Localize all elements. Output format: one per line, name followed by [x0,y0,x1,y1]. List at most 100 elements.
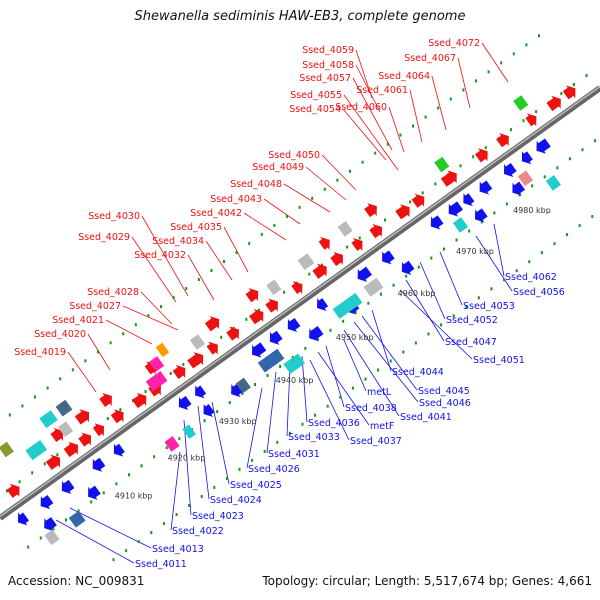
tick-mark [386,142,389,146]
gene-block [145,371,168,392]
gene-block [39,410,58,429]
tick-mark [442,247,445,251]
tick-mark [487,70,490,74]
leader-line [317,351,370,426]
tick-mark [480,220,483,224]
gene-label-bottom: Ssed_4051 [473,355,525,366]
tick-mark [5,489,8,493]
gene-block [266,279,282,296]
forward-gene-arrow [395,204,410,220]
gene-label-top: Ssed_4034 [152,236,204,247]
tick-mark [46,386,49,390]
tick-mark [594,139,597,143]
kbp-label: 4920 kbp [168,454,206,463]
forward-gene-arrow [206,341,218,355]
topology-text: Topology: circular; Length: 5,517,674 bp… [262,574,592,588]
gene-block [155,342,170,358]
gene-block [68,510,86,528]
tick-mark [283,290,286,294]
gene-block [434,156,450,173]
tick-mark [383,218,386,222]
gene-label-bottom: Ssed_4052 [446,315,498,326]
gene-label-bottom: Ssed_4056 [513,287,565,298]
tick-mark [336,178,339,182]
forward-gene-arrow [411,193,425,208]
gene-labels: Ssed_4072 Ssed_4067 Ssed_4064 Ssed_4061 Ssed… [14,38,565,570]
tick-mark [367,301,370,305]
tick-mark [578,224,581,228]
tick-mark [522,119,525,123]
tick-mark [56,453,59,457]
tick-mark [308,272,311,276]
gene-label-top: Ssed_4021 [52,315,104,326]
gene-label-top: Ssed_4054 [289,104,341,115]
forward-gene-arrow [546,95,561,112]
reverse-gene-arrow [401,260,415,275]
forward-gene-arrow [351,237,363,251]
tick-mark [560,92,563,96]
tick-mark [537,34,540,38]
kbp-label: 4930 kbp [219,417,257,426]
tick-mark [323,187,326,191]
forward-gene-arrow [99,392,112,408]
gene-label-top: Ssed_4059 [302,45,354,56]
gene-label-bottom: Ssed_4024 [210,495,262,506]
tick-mark [434,182,437,186]
gene-label-top: Ssed_4030 [88,211,140,222]
tick-mark [241,392,244,396]
gene-block [57,421,74,437]
tick-mark [490,287,493,291]
gene-label-top: Ssed_4020 [34,329,86,340]
gene-label-top: Ssed_4064 [378,71,430,82]
tick-mark [150,531,153,535]
tick-mark [8,413,11,417]
reverse-gene-arrow [269,330,283,345]
tick-mark [409,200,412,204]
tick-mark [509,128,512,132]
reverse-gene-arrow [44,517,57,532]
tick-mark [84,359,87,363]
reverse-gene-arrow [448,201,463,217]
gene-block [517,170,534,187]
tick-mark [474,79,477,83]
tick-mark [462,88,465,92]
tick-mark [97,350,100,354]
gene-label-bottom: Ssed_4045 [418,386,470,397]
tick-mark [572,83,575,87]
leader-line [131,236,177,303]
leader-line [246,387,263,469]
leader-line [352,77,393,151]
leader-line [205,240,233,281]
tick-mark [411,124,414,128]
leader-line [355,64,381,113]
gene-label-top: Ssed_4072 [428,38,480,49]
tick-mark [276,440,279,444]
gene-label-top: Ssed_4049 [252,162,304,173]
tick-mark [160,305,163,309]
leader-line [305,166,347,201]
label-leader-lines [55,42,513,564]
gene-block [297,253,315,271]
leader-line [419,261,446,320]
tick-mark [106,417,109,421]
gene-label-top: Ssed_4055 [290,90,342,101]
forward-gene-arrow [496,133,509,148]
tick-mark [427,332,430,336]
tick-mark [273,223,276,227]
gene-label-top: Ssed_4032 [134,250,186,261]
tick-mark [468,229,471,233]
tick-mark [389,359,392,363]
gene-label-top: Ssed_4042 [190,208,242,219]
leader-line [371,309,392,372]
leader-line [343,94,399,171]
tick-mark [245,317,248,321]
leader-line [388,106,405,153]
gene-block [257,348,285,373]
tick-mark [346,245,349,249]
tick-mark [374,151,377,155]
tick-mark [185,287,188,291]
kbp-scale-labels: 4910 kbp 4920 kbp 4930 kbp 4940 kbp 4950 kbp… [115,206,551,500]
forward-gene-arrow [172,364,186,380]
leader-line [283,183,331,213]
gene-block [363,277,384,297]
